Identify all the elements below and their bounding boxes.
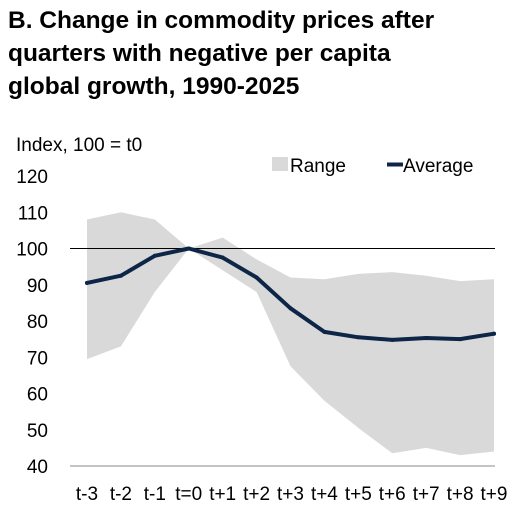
x-tick-label: t-1 bbox=[144, 484, 166, 505]
x-tick-label: t+2 bbox=[243, 484, 270, 505]
y-tick-label: 110 bbox=[18, 203, 48, 224]
average-point bbox=[458, 337, 463, 342]
y-tick-label: 100 bbox=[16, 240, 48, 261]
range-band bbox=[87, 212, 494, 456]
average-point bbox=[356, 335, 361, 340]
x-tick-label: t+7 bbox=[413, 484, 440, 505]
y-tick-labels: 40 50 60 70 80 90 100 110 120 bbox=[16, 167, 48, 478]
legend-average-label: Average bbox=[403, 156, 473, 177]
y-tick-label: 120 bbox=[16, 167, 48, 188]
range-band-layer bbox=[87, 212, 494, 456]
y-tick-label: 60 bbox=[27, 385, 48, 406]
x-tick-label: t-2 bbox=[110, 484, 132, 505]
x-tick-label: t-3 bbox=[76, 484, 98, 505]
average-point bbox=[152, 253, 157, 258]
x-tick-label: t=0 bbox=[175, 484, 202, 505]
average-point bbox=[85, 280, 89, 285]
average-point bbox=[254, 275, 259, 280]
average-point bbox=[390, 337, 395, 342]
average-point bbox=[492, 331, 496, 336]
chart-title-line: quarters with negative per capita bbox=[8, 40, 391, 67]
legend-range-label: Range bbox=[290, 156, 346, 177]
x-tick-label: t+6 bbox=[379, 484, 406, 505]
average-points bbox=[85, 246, 496, 342]
average-point bbox=[288, 306, 293, 311]
chart-title-line: global growth, 1990-2025 bbox=[8, 73, 300, 100]
legend-range-swatch bbox=[272, 157, 288, 171]
average-point bbox=[118, 273, 123, 278]
average-point bbox=[322, 329, 327, 334]
x-tick-label: t+8 bbox=[447, 484, 474, 505]
y-tick-label: 70 bbox=[27, 348, 48, 369]
average-point bbox=[220, 255, 225, 260]
x-tick-label: t+9 bbox=[481, 484, 508, 505]
y-tick-label: 90 bbox=[27, 276, 48, 297]
chart-title-line: B. Change in commodity prices after bbox=[8, 7, 435, 34]
x-tick-label: t+3 bbox=[277, 484, 304, 505]
y-tick-label: 40 bbox=[27, 457, 48, 478]
average-point bbox=[186, 246, 191, 251]
x-tick-label: t+1 bbox=[209, 484, 236, 505]
x-tick-labels: t-3 t-2 t-1 t=0 t+1 t+2 t+3 t+4 t+5 t+6 t+7 t+8 t+9 bbox=[76, 484, 508, 505]
legend: Range Average bbox=[272, 156, 473, 177]
y-axis-label: Index, 100 = t0 bbox=[16, 135, 142, 156]
average-point bbox=[424, 336, 429, 340]
x-tick-label: t+5 bbox=[345, 484, 372, 505]
y-tick-label: 80 bbox=[27, 312, 48, 333]
y-tick-label: 50 bbox=[27, 421, 48, 442]
x-tick-label: t+4 bbox=[311, 484, 338, 505]
chart-title: B. Change in commodity prices after quar… bbox=[8, 4, 523, 103]
